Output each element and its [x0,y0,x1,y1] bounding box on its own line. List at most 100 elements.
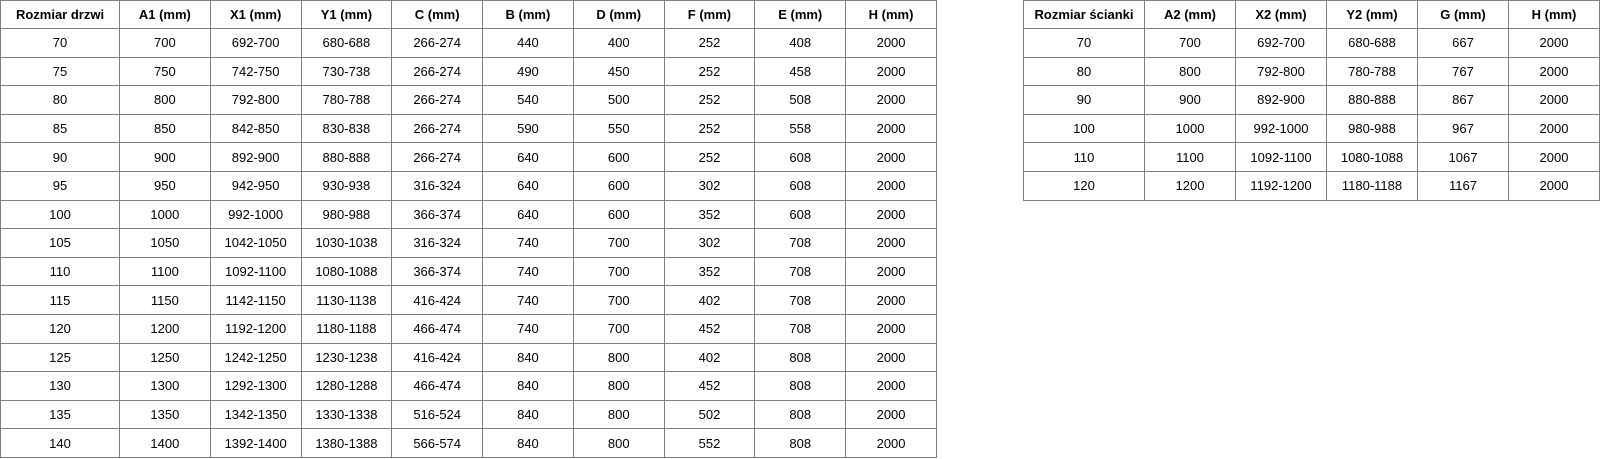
table-cell: 742-750 [209,56,302,87]
table-cell: 550 [572,113,665,144]
table-cell: 830-838 [300,113,393,144]
table-row: 90 900 892-900 880-888 867 2000 [1023,85,1600,115]
table-cell: 740 [482,285,574,315]
table-cell: 1400 [119,428,211,458]
table-row: 70 700 692-700 680-688 667 2000 [1023,28,1600,58]
table-cell: 700 [119,28,211,58]
table-cell: 740 [482,228,574,258]
table-cell: 566-574 [391,428,484,458]
table-cell: 90 [0,142,120,172]
table-cell: 110 [1023,142,1145,172]
table-cell: 892-900 [209,142,302,172]
table-cell: 70 [0,28,120,58]
table-cell: 466-474 [391,313,484,344]
table-row: 125 1250 1242-1250 1230-1238 416-424 840 800 40… [0,342,937,373]
table-cell: 1200 [1144,170,1236,201]
table-cell: 700 [572,313,665,344]
table-cell: 252 [663,142,756,172]
table-cell: 252 [663,85,756,115]
table-cell: 800 [572,428,665,458]
column-header: G (mm) [1417,0,1509,29]
table-row: 75 750 742-750 730-738 266-274 490 450 252 458 20… [0,56,937,87]
table-cell: 640 [482,170,574,201]
table-cell: 1192-1200 [209,313,302,344]
table-row: 110 1100 1092-1100 1080-1088 366-374 740 700 35… [0,256,937,287]
table-cell: 115 [0,285,120,315]
table-row: 70 700 692-700 680-688 266-274 440 400 252 408 20… [0,28,937,58]
table-cell: 780-788 [1326,56,1418,87]
table-cell: 930-938 [300,170,393,201]
table-row: 85 850 842-850 830-838 266-274 590 550 252 558 20… [0,113,937,144]
table-cell: 992-1000 [1235,113,1327,144]
table-cell: 500 [572,85,665,115]
table-cell: 1150 [119,285,211,315]
table-cell: 1300 [119,371,211,401]
table-cell: 1200 [119,313,211,344]
table-cell: 120 [0,313,120,344]
table-cell: 408 [754,28,847,58]
table-cell: 880-888 [300,142,393,172]
table-cell: 1350 [119,399,211,430]
table-cell: 1050 [119,228,211,258]
table-cell: 600 [572,199,665,230]
column-header: E (mm) [754,0,847,29]
table-cell: 2000 [845,285,937,315]
table-cell: 600 [572,170,665,201]
table-cell: 95 [0,170,120,201]
table-cell: 780-788 [300,85,393,115]
table-cell: 800 [572,342,665,373]
table-cell: 892-900 [1235,85,1327,115]
table-cell: 100 [0,199,120,230]
header-row: Rozmiar ścianki A2 (mm) X2 (mm) Y2 (mm) G (m… [1023,0,1600,29]
table-cell: 516-524 [391,399,484,430]
table-cell: 266-274 [391,85,484,115]
table-row: 120 1200 1192-1200 1180-1188 466-474 740 700 45… [0,313,937,344]
table-cell: 130 [0,371,120,401]
table-row: 115 1150 1142-1150 1130-1138 416-424 740 700 40… [0,285,937,315]
table-cell: 416-424 [391,285,484,315]
column-header: Rozmiar ścianki [1023,0,1145,29]
table-cell: 980-988 [300,199,393,230]
table-cell: 708 [754,256,847,287]
table-cell: 850 [119,113,211,144]
table-cell: 2000 [1508,85,1600,115]
table-cell: 608 [754,170,847,201]
table-cell: 590 [482,113,574,144]
table-cell: 700 [572,285,665,315]
table-cell: 800 [119,85,211,115]
table-cell: 808 [754,371,847,401]
table-cell: 80 [1023,56,1145,87]
table-cell: 840 [482,371,574,401]
table-row: 105 1050 1042-1050 1030-1038 316-324 740 700 30… [0,228,937,258]
table-row: 130 1300 1292-1300 1280-1288 466-474 840 800 45… [0,371,937,401]
table-cell: 252 [663,113,756,144]
table-cell: 452 [663,313,756,344]
column-header: A1 (mm) [119,0,211,29]
table-cell: 140 [0,428,120,458]
table-cell: 466-474 [391,371,484,401]
table-cell: 2000 [845,199,937,230]
table-cell: 1080-1088 [1326,142,1418,172]
table-cell: 1242-1250 [209,342,302,373]
table-cell: 680-688 [1326,28,1418,58]
table-cell: 352 [663,256,756,287]
wall-dimensions-table: Rozmiar ścianki A2 (mm) X2 (mm) Y2 (mm) G (m… [1023,0,1600,201]
table-cell: 1000 [119,199,211,230]
column-header: X1 (mm) [209,0,302,29]
table-cell: 2000 [845,142,937,172]
table-cell: 110 [0,256,120,287]
table-cell: 1292-1300 [209,371,302,401]
column-header: Rozmiar drzwi [0,0,120,29]
table-cell: 808 [754,428,847,458]
table-cell: 840 [482,428,574,458]
table-cell: 2000 [845,56,937,87]
table-cell: 316-324 [391,170,484,201]
table-row: 140 1400 1392-1400 1380-1388 566-574 840 800 55… [0,428,937,458]
table-cell: 1392-1400 [209,428,302,458]
column-header: F (mm) [663,0,756,29]
column-header: D (mm) [572,0,665,29]
table-cell: 800 [572,399,665,430]
door-dimensions-table: Rozmiar drzwi A1 (mm) X1 (mm) Y1 (mm) C (mm)… [0,0,937,458]
table-cell: 100 [1023,113,1145,144]
table-cell: 558 [754,113,847,144]
